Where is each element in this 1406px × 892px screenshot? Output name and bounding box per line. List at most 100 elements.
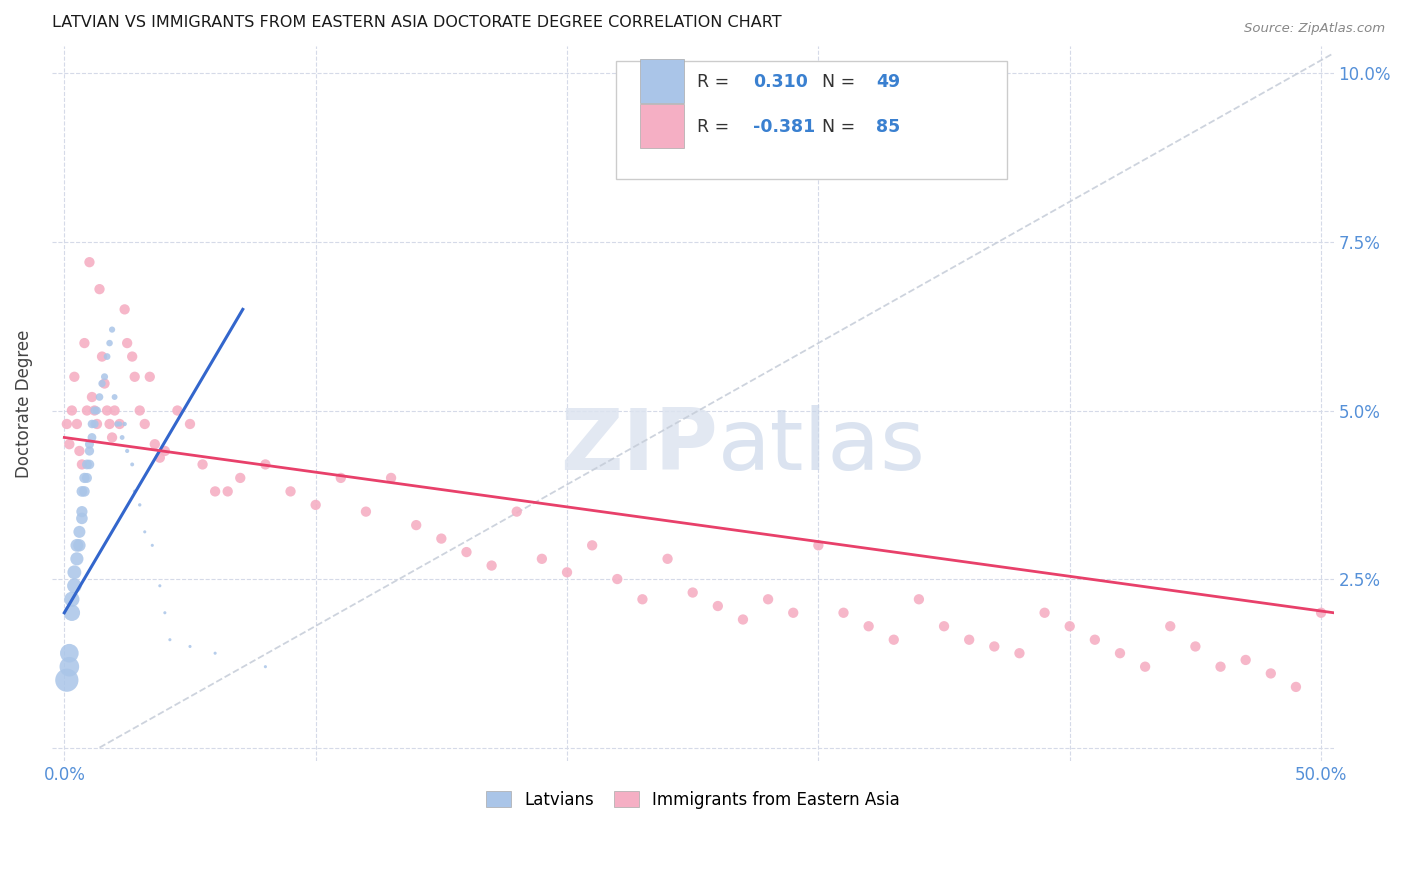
- Point: [73, 484, 96, 499]
- Point: [128, 403, 150, 417]
- Point: [1109, 646, 1132, 660]
- Point: [83, 403, 105, 417]
- Text: Source: ZipAtlas.com: Source: ZipAtlas.com: [1244, 22, 1385, 36]
- Point: [66, 417, 89, 431]
- Point: [1209, 659, 1232, 673]
- Point: [204, 484, 226, 499]
- Point: [606, 572, 628, 586]
- Point: [1285, 680, 1308, 694]
- Point: [89, 390, 111, 404]
- Point: [86, 403, 108, 417]
- Point: [63, 579, 86, 593]
- Point: [481, 558, 503, 573]
- Point: [115, 444, 138, 458]
- Point: [329, 471, 352, 485]
- Point: [782, 606, 804, 620]
- Text: 49: 49: [876, 73, 900, 91]
- Point: [79, 437, 101, 451]
- Point: [983, 640, 1005, 654]
- Point: [191, 458, 214, 472]
- Point: [631, 592, 654, 607]
- Point: [91, 376, 114, 391]
- Point: [114, 302, 136, 317]
- Point: [166, 403, 188, 417]
- Text: -0.381: -0.381: [754, 119, 815, 136]
- Point: [96, 350, 118, 364]
- Point: [149, 450, 172, 465]
- Text: R =: R =: [696, 119, 734, 136]
- Point: [79, 444, 101, 458]
- Point: [682, 585, 704, 599]
- Point: [96, 403, 118, 417]
- Point: [80, 417, 103, 431]
- Point: [76, 403, 98, 417]
- Point: [76, 471, 98, 485]
- Point: [60, 592, 83, 607]
- Point: [506, 505, 529, 519]
- Point: [58, 659, 80, 673]
- Point: [121, 458, 143, 472]
- Point: [58, 646, 80, 660]
- Point: [1260, 666, 1282, 681]
- Point: [80, 390, 103, 404]
- Point: [124, 484, 146, 499]
- Point: [76, 458, 98, 472]
- Point: [932, 619, 955, 633]
- Point: [1033, 606, 1056, 620]
- Point: [86, 417, 108, 431]
- Point: [153, 606, 176, 620]
- Point: [101, 430, 124, 444]
- FancyBboxPatch shape: [640, 59, 683, 103]
- FancyBboxPatch shape: [640, 103, 683, 148]
- Point: [280, 484, 302, 499]
- Point: [101, 323, 124, 337]
- Point: [1310, 606, 1333, 620]
- Point: [254, 458, 277, 472]
- Point: [957, 632, 980, 647]
- Point: [159, 632, 181, 647]
- Point: [430, 532, 453, 546]
- Point: [70, 458, 93, 472]
- Point: [1133, 659, 1156, 673]
- Point: [141, 538, 163, 552]
- Point: [134, 417, 156, 431]
- Point: [73, 471, 96, 485]
- Point: [354, 505, 377, 519]
- Point: [858, 619, 880, 633]
- Point: [405, 518, 427, 533]
- Point: [305, 498, 328, 512]
- Point: [105, 417, 128, 431]
- Point: [79, 458, 101, 472]
- Point: [66, 538, 89, 552]
- Point: [153, 444, 176, 458]
- Point: [89, 282, 111, 296]
- Point: [380, 471, 402, 485]
- Point: [93, 376, 115, 391]
- Point: [128, 498, 150, 512]
- Legend: Latvians, Immigrants from Eastern Asia: Latvians, Immigrants from Eastern Asia: [477, 782, 908, 817]
- Point: [83, 417, 105, 431]
- Point: [98, 336, 121, 351]
- Point: [58, 437, 80, 451]
- Point: [93, 369, 115, 384]
- Point: [908, 592, 931, 607]
- Point: [143, 437, 166, 451]
- Point: [103, 390, 125, 404]
- Text: 85: 85: [876, 119, 900, 136]
- Point: [60, 606, 83, 620]
- Point: [56, 673, 79, 688]
- Point: [883, 632, 905, 647]
- Point: [254, 659, 277, 673]
- Point: [807, 538, 830, 552]
- Point: [108, 417, 131, 431]
- Point: [1008, 646, 1031, 660]
- Point: [204, 646, 226, 660]
- Text: R =: R =: [696, 73, 734, 91]
- Point: [134, 524, 156, 539]
- Point: [67, 524, 90, 539]
- Point: [70, 505, 93, 519]
- Point: [707, 599, 730, 613]
- Point: [124, 369, 146, 384]
- Point: [1184, 640, 1206, 654]
- Point: [756, 592, 779, 607]
